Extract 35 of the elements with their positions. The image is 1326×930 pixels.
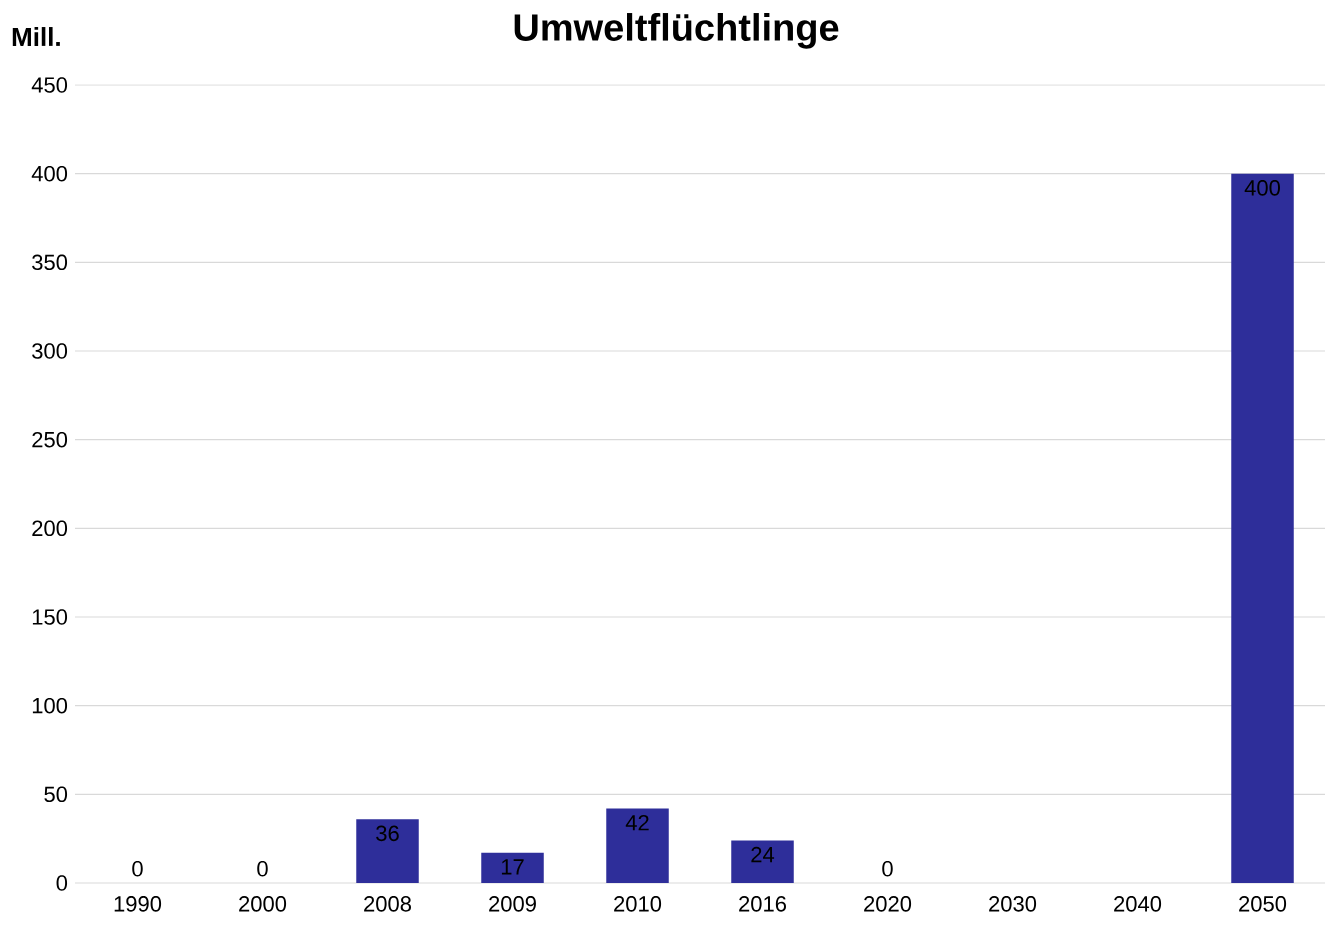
x-tick-label: 2009 [489, 896, 536, 912]
x-tick-label: 2010 [614, 896, 662, 912]
x-tick-label: 2000 [239, 896, 287, 912]
data-label: 42 [625, 814, 649, 831]
data-label: 400 [1244, 180, 1280, 196]
y-tick-label: 0 [56, 875, 68, 891]
x-tick-label: 2016 [739, 896, 786, 912]
y-tick-label: 400 [31, 165, 68, 182]
data-label: 0 [257, 861, 268, 877]
y-tick-label: 50 [44, 786, 68, 803]
bar [1231, 173, 1294, 883]
data-label: 36 [376, 825, 399, 842]
data-label: 0 [882, 861, 893, 877]
data-label: 24 [751, 846, 775, 863]
x-tick-label: 2020 [864, 896, 912, 912]
chart-title: Umweltflüchtlinge [514, 13, 839, 49]
x-tick-label: 2040 [1114, 896, 1162, 912]
y-axis-title: Mill. [12, 27, 60, 46]
y-tick-label: 350 [32, 254, 68, 271]
bar [356, 819, 419, 883]
bar [606, 808, 669, 883]
data-label: 0 [132, 861, 143, 877]
bar [481, 852, 544, 883]
y-tick-label: 300 [32, 343, 68, 359]
y-tick-label: 250 [32, 431, 68, 448]
y-tick-label: 450 [31, 77, 68, 93]
x-tick-label: 2008 [364, 896, 411, 912]
y-tick-label: 150 [32, 609, 68, 625]
x-tick-label: 1990 [114, 896, 162, 912]
y-tick-label: 100 [32, 697, 68, 714]
x-tick-label: 2050 [1239, 896, 1287, 912]
x-tick-label: 2030 [989, 896, 1037, 912]
y-tick-label: 200 [32, 520, 68, 537]
data-label: 17 [501, 859, 524, 875]
bar [731, 840, 794, 883]
